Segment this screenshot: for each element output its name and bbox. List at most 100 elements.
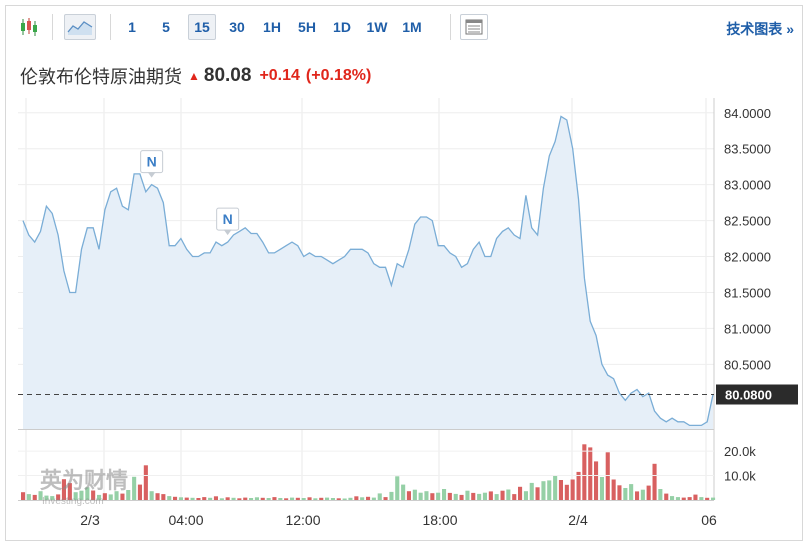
volume-bar [155, 493, 160, 500]
timeframe-5[interactable]: 5 [162, 19, 170, 35]
volume-bar [196, 498, 201, 500]
volume-bar [547, 480, 552, 500]
news-marker-pointer [223, 229, 232, 236]
volume-bar [371, 497, 376, 500]
volume-bar [260, 497, 265, 500]
volume-bar [588, 447, 593, 500]
volume-bar [284, 498, 289, 500]
volume-bar [91, 490, 96, 500]
volume-bar [266, 498, 271, 500]
timeframe-5h[interactable]: 5H [298, 19, 316, 35]
volume-bar [213, 496, 218, 500]
volume-bar [424, 491, 429, 500]
volume-bar [523, 491, 528, 500]
watermark-en: Investing.com [42, 496, 104, 507]
volume-bar [225, 497, 230, 500]
volume-bar [79, 490, 84, 500]
volume-bar [553, 475, 558, 500]
volume-bar [617, 485, 622, 500]
y-tick-label: 82.5000 [724, 214, 771, 229]
last-price-tag: 80.0800 [725, 388, 772, 403]
volume-bar [137, 484, 142, 500]
volume-bar [436, 492, 441, 500]
volume-bar [26, 494, 31, 500]
volume-bar [360, 497, 365, 500]
volume-bar [418, 492, 423, 500]
volume-bar [307, 497, 312, 500]
volume-bar [406, 491, 411, 500]
volume-bar [506, 489, 511, 500]
volume-bar [465, 490, 470, 500]
timeframe-1[interactable]: 1 [128, 19, 136, 35]
volume-bar [173, 496, 178, 500]
volume-bar [564, 484, 569, 500]
volume-bar [711, 497, 716, 500]
volume-bar [611, 479, 616, 500]
candlestick-icon[interactable] [16, 14, 42, 40]
timeframe-1m[interactable]: 1M [402, 19, 422, 35]
volume-bar [301, 498, 306, 500]
volume-bar [500, 490, 505, 500]
volume-bar [319, 497, 324, 500]
volume-bar [635, 491, 640, 500]
volume-bar [120, 493, 125, 500]
volume-bar [699, 497, 704, 500]
volume-bar [290, 497, 295, 500]
technical-chart-link[interactable]: 技术图表 » [726, 21, 794, 37]
volume-bar [126, 490, 131, 500]
watermark-cn: 英为财情 [40, 468, 128, 493]
volume-bar [599, 477, 604, 500]
volume-bar [295, 497, 300, 500]
volume-bar [442, 489, 447, 500]
volume-bar [219, 498, 224, 500]
volume-bar [21, 492, 26, 500]
instrument-header: 伦敦布伦特原油期货 ▲ 80.08 +0.14 (+0.18%) [20, 64, 371, 88]
timeframe-30[interactable]: 30 [229, 19, 245, 35]
volume-bar [50, 496, 55, 500]
x-axis-ticks: 2/3 04:00 12:00 18:00 2/4 06 [80, 512, 717, 528]
timeframe-1h[interactable]: 1H [263, 19, 281, 35]
timeframe-1d[interactable]: 1D [333, 19, 351, 35]
volume-bar [570, 479, 575, 500]
volume-bar [377, 493, 382, 500]
volume-bar [681, 497, 686, 500]
price-line [22, 115, 714, 427]
y-tick-label: 83.0000 [724, 178, 771, 193]
volume-bar [190, 497, 195, 500]
volume-bar [488, 491, 493, 500]
table-icon[interactable] [460, 14, 488, 40]
volume-bar [389, 491, 394, 500]
volume-bar [97, 494, 102, 500]
volume-tick-label: 10.0k [724, 469, 756, 484]
volume-bar [576, 471, 581, 500]
chart-widget: 1 5 15 30 1H 5H 1D 1W 1M 技术图表 » 伦敦布伦特原油期… [5, 5, 803, 541]
news-marker: N [140, 150, 164, 178]
timeframe-15[interactable]: 15 [188, 14, 216, 40]
volume-bar [687, 497, 692, 500]
x-tick-label: 18:00 [422, 512, 457, 528]
volume-bar [558, 480, 563, 500]
volume-bar [705, 497, 710, 500]
volume-tick-label: 20.0k [724, 444, 756, 459]
volume-bar [675, 497, 680, 500]
volume-bar [243, 497, 248, 500]
volume-bar [161, 494, 166, 500]
volume-bar [535, 487, 540, 500]
investing-watermark: 英为财情 Investing.com [40, 468, 128, 507]
y-tick-label: 81.0000 [724, 321, 771, 336]
volume-bar [395, 476, 400, 500]
volume-bar [348, 497, 353, 500]
area-chart-icon[interactable] [64, 14, 96, 40]
volume-bar [184, 497, 189, 500]
volume-bar [629, 484, 634, 500]
toolbar-divider [52, 14, 53, 40]
volume-bar [208, 497, 213, 500]
price-area [23, 116, 713, 430]
chart-toolbar: 1 5 15 30 1H 5H 1D 1W 1M 技术图表 » [6, 6, 802, 50]
volume-bar [658, 489, 663, 500]
volume-bar [108, 494, 113, 500]
volume-bar [167, 496, 172, 500]
volume-bar [459, 494, 464, 500]
timeframe-1w[interactable]: 1W [366, 19, 388, 35]
volume-bar [44, 495, 49, 500]
